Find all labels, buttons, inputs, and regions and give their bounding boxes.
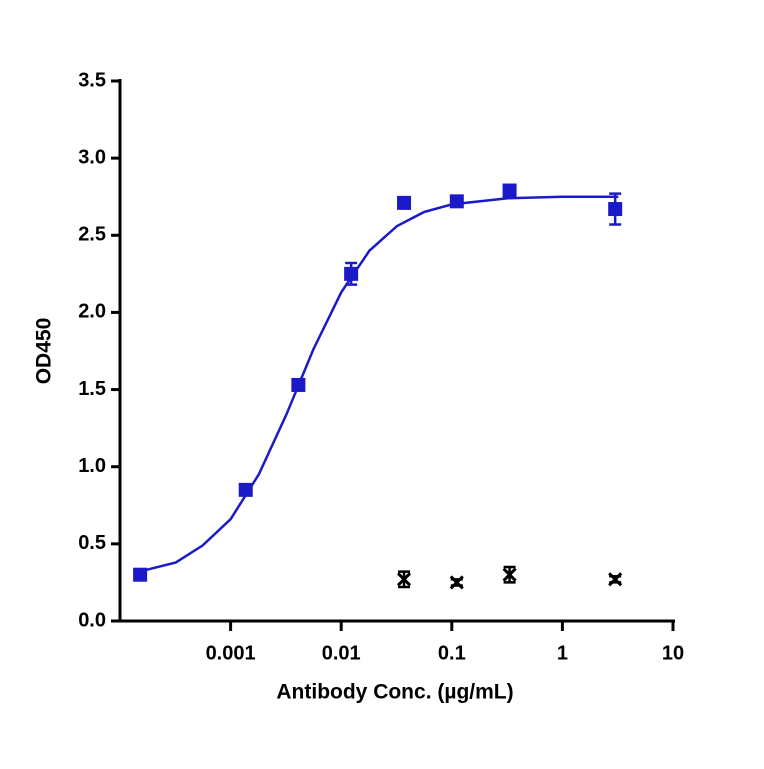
y-axis-label: OD450 [33, 318, 56, 385]
point [291, 377, 306, 392]
y-tick-label: 0.5 [78, 532, 106, 554]
x-tick-label: 10 [662, 642, 684, 664]
x-tick-label: 0.001 [206, 642, 256, 664]
x-tick-label: 0.1 [438, 642, 466, 664]
point [396, 572, 412, 587]
fit-curve [139, 195, 619, 573]
y-tick-label: 3.5 [78, 69, 106, 91]
point [502, 183, 517, 198]
point [133, 567, 148, 582]
point [397, 195, 412, 210]
y-tick-label: 1.5 [78, 378, 106, 400]
x-tick-label: 1 [557, 642, 568, 664]
point [502, 567, 517, 582]
point [449, 194, 464, 209]
x-axis-label: Antibody Conc. (µg/mL) [276, 681, 513, 704]
x-tick-label: 0.01 [322, 642, 361, 664]
point [449, 575, 464, 590]
point [608, 202, 623, 217]
point [344, 266, 359, 281]
y-tick-label: 3.0 [78, 146, 106, 168]
point [608, 572, 623, 587]
point [238, 482, 253, 497]
y-tick-label: 0.0 [78, 609, 106, 631]
y-tick-label: 2.0 [78, 301, 106, 323]
y-tick-label: 2.5 [78, 224, 106, 246]
y-tick-label: 1.0 [78, 455, 106, 477]
